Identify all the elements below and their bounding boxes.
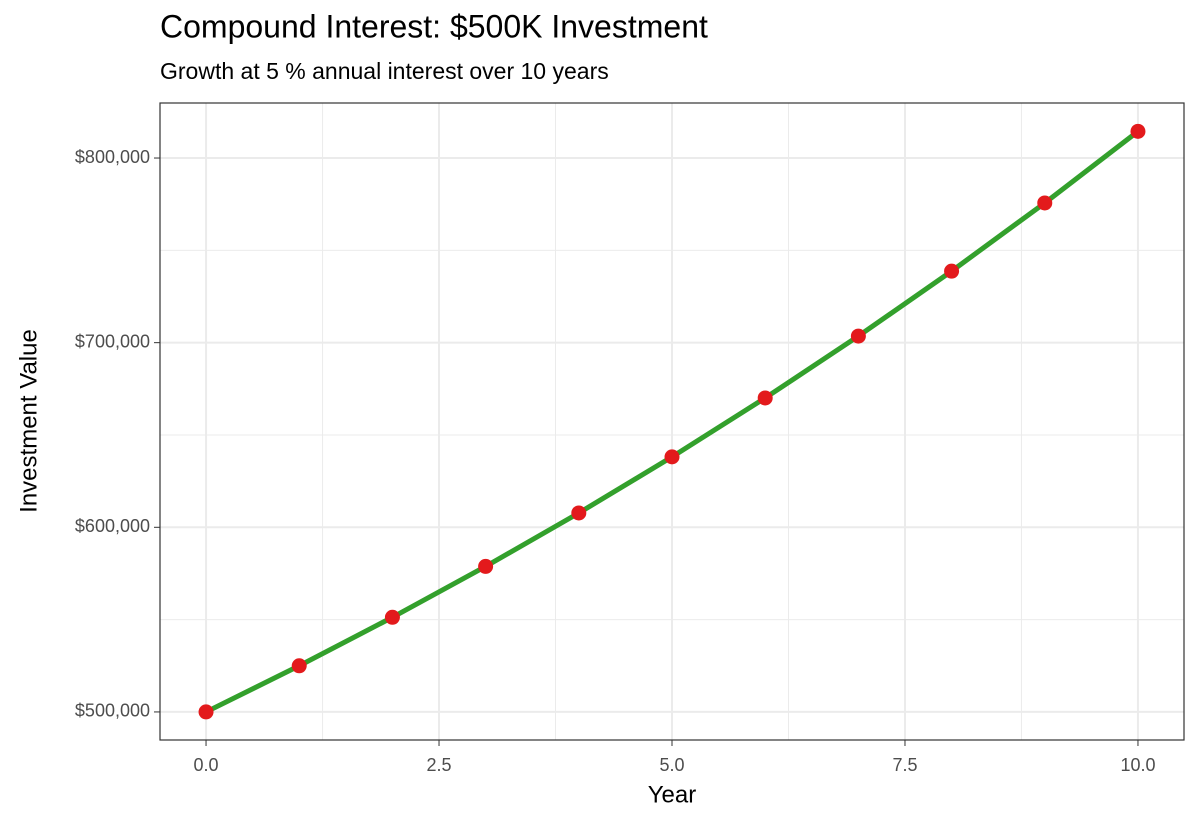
x-tick-label: 7.5 bbox=[892, 755, 917, 775]
y-axis-label: Investment Value bbox=[15, 329, 42, 513]
point bbox=[571, 505, 587, 521]
plot-border bbox=[159, 102, 1185, 741]
point bbox=[1037, 195, 1053, 211]
chart-subtitle: Growth at 5 % annual interest over 10 ye… bbox=[160, 58, 609, 84]
y-tick-label: $700,000 bbox=[75, 331, 150, 351]
x-axis-label: Year bbox=[648, 781, 697, 808]
point bbox=[664, 449, 680, 465]
point bbox=[198, 704, 214, 720]
point bbox=[478, 558, 494, 574]
chart-title: Compound Interest: $500K Investment bbox=[160, 8, 708, 44]
y-tick-label: $500,000 bbox=[75, 701, 150, 721]
point bbox=[384, 609, 400, 625]
x-tick-label: 2.5 bbox=[427, 755, 452, 775]
point bbox=[757, 390, 773, 406]
x-tick-label: 5.0 bbox=[659, 755, 684, 775]
x-tick-label: 0.0 bbox=[194, 755, 219, 775]
y-tick-label: $600,000 bbox=[75, 516, 150, 536]
point bbox=[944, 263, 960, 279]
x-tick-label: 10.0 bbox=[1120, 755, 1155, 775]
point bbox=[291, 658, 307, 674]
point bbox=[1130, 123, 1146, 139]
y-tick-label: $800,000 bbox=[75, 147, 150, 167]
point bbox=[850, 328, 866, 344]
